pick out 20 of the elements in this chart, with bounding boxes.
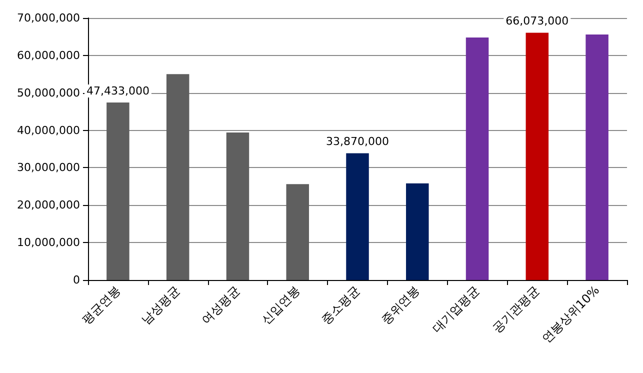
y-tick-label: 70,000,000 (17, 12, 80, 24)
bar (526, 32, 549, 280)
data-label: 66,073,000 (506, 14, 569, 28)
bar (226, 132, 250, 280)
data-label: 47,433,000 (86, 84, 150, 98)
bar (286, 184, 309, 280)
y-tick-label: 20,000,000 (17, 198, 80, 212)
bar (346, 153, 369, 280)
bar (106, 102, 130, 280)
y-tick-label: 60,000,000 (17, 48, 80, 62)
bar (166, 74, 190, 280)
data-label: 33,870,000 (326, 135, 389, 148)
y-tick-label: 40,000,000 (17, 124, 80, 137)
y-tick-label: 10,000,000 (17, 236, 80, 250)
y-tick-label: 30,000,000 (17, 161, 80, 174)
bar (406, 183, 429, 280)
y-tick-label: 50,000,000 (17, 86, 80, 100)
bar (466, 37, 489, 280)
bar (586, 34, 608, 280)
y-tick-label: 0 (73, 274, 80, 286)
